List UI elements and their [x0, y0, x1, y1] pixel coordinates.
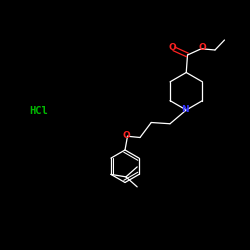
Text: HCl: HCl [29, 106, 48, 116]
Text: O: O [168, 44, 176, 52]
Text: N: N [181, 106, 189, 114]
Text: O: O [123, 131, 130, 140]
Text: O: O [198, 44, 206, 52]
